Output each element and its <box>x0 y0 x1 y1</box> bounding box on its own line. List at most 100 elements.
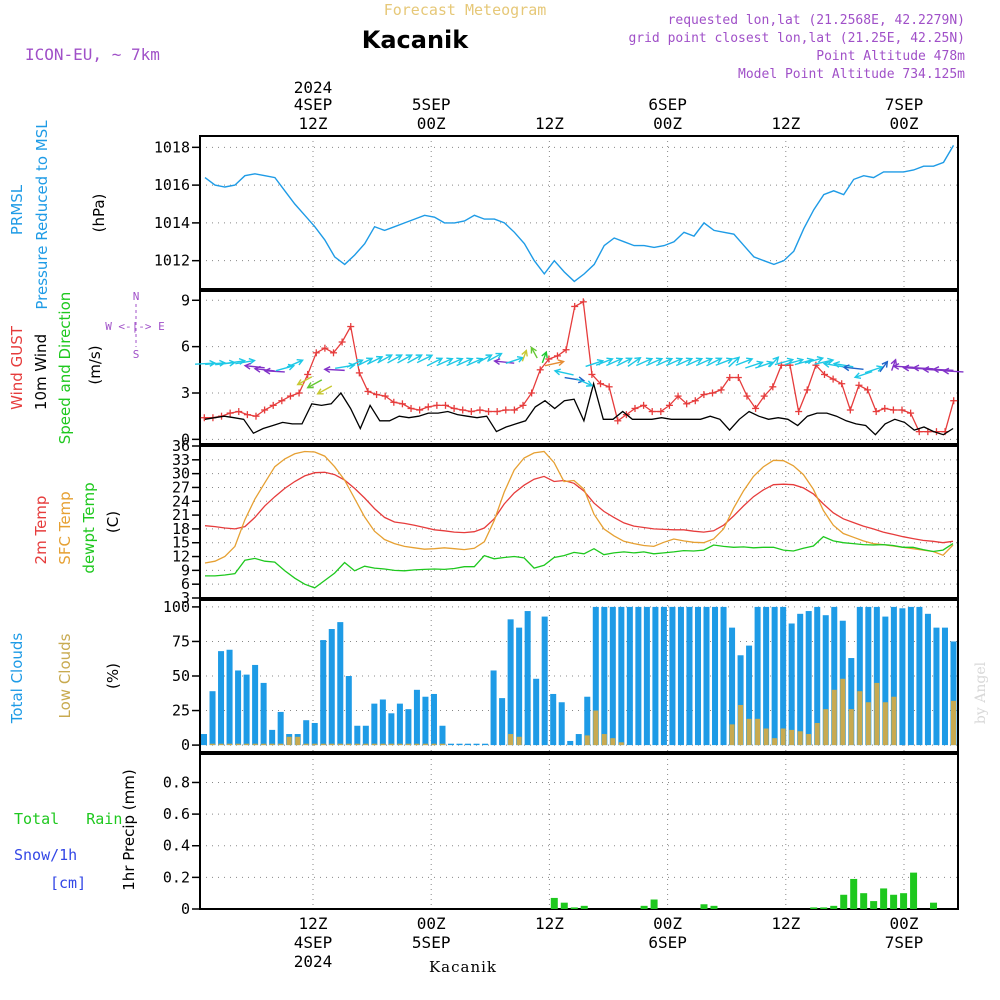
rain-bar <box>550 897 558 909</box>
cloud-unit: (%) <box>104 663 122 689</box>
temp-unit: (C) <box>104 511 122 533</box>
wind-arrow-head <box>853 372 862 380</box>
rain-bar <box>810 907 818 909</box>
total-cloud-bar <box>439 725 446 746</box>
total-cloud-bar <box>592 606 599 746</box>
y-tick-label: 6 <box>181 338 190 356</box>
wind-arrow <box>323 366 345 374</box>
wind-arrow <box>286 358 304 368</box>
wind-arrow-shaft <box>715 358 733 366</box>
panel-clouds: 0 25 50 75 100 <box>163 598 959 754</box>
wind-arrow-head <box>577 376 586 384</box>
wind-arrow <box>695 357 714 367</box>
gust-line <box>204 300 955 433</box>
wind-arrow-head <box>287 363 296 371</box>
wind-arrow-shaft <box>324 368 345 372</box>
wind-arrow-shaft <box>864 366 883 374</box>
wind-arrow <box>521 349 528 362</box>
total-cloud-bar <box>558 702 565 746</box>
total-cloud-bar <box>788 623 795 746</box>
wind-arrow-shaft <box>706 357 722 367</box>
footer-location: Kacanik <box>429 958 497 976</box>
wind-arrow-shaft <box>205 362 225 366</box>
total-cloud-bar <box>447 743 455 746</box>
time-bottom-date: 7SEP <box>885 933 924 952</box>
wind-arrow <box>715 357 734 366</box>
total-cloud-bar <box>465 743 472 746</box>
total-cloud-bar <box>907 606 914 746</box>
y-tick-label: 18 <box>172 520 190 538</box>
wind-arrow <box>794 357 815 366</box>
wind-arrow-head <box>521 349 528 357</box>
panels-group: 1012101410161018036936912151821242730333… <box>154 135 964 918</box>
wind-arrow-shaft <box>494 360 515 364</box>
wind-arrow-head <box>942 367 950 375</box>
wind-arrow-head <box>766 360 774 368</box>
wind-arrow-head <box>675 357 684 364</box>
wind-arrow <box>316 385 333 395</box>
wind-arrow-head <box>655 357 664 364</box>
time-bottom-hour: 12Z <box>771 914 800 933</box>
wind-arrow <box>685 357 704 367</box>
rain-bar <box>570 907 578 909</box>
wind-arrow <box>544 359 566 367</box>
wind-arrow-head <box>822 360 831 368</box>
y-tick-label: 12 <box>172 548 190 566</box>
wind-arrow <box>397 354 413 364</box>
rain-bar <box>870 901 878 909</box>
wind-arrow <box>346 358 364 368</box>
pressure-labels: PRMSL Pressure Reduced to MSL (hPa) <box>8 120 108 310</box>
y-tick-label: 30 <box>172 465 190 483</box>
wind-arrow <box>493 358 515 366</box>
wind-arrow-head <box>219 359 227 367</box>
low-cloud-bar <box>831 689 837 746</box>
time-top-date: 4SEP <box>294 95 333 114</box>
y-tick-label: 1014 <box>154 214 190 232</box>
low-cloud-bar <box>414 743 420 746</box>
wind-arrow <box>768 356 780 368</box>
rain-bar <box>700 904 708 909</box>
total-cloud-bar <box>226 649 233 746</box>
wind-arrow-head <box>715 357 723 364</box>
wind-arrow-shaft <box>317 385 333 395</box>
total-cloud-bar <box>780 606 787 746</box>
y-tick-label: 0.8 <box>163 773 190 791</box>
total-cloud-bar <box>720 606 727 746</box>
rain-bar <box>910 872 918 909</box>
wind-arrow-head <box>385 354 393 361</box>
wind-arrow-shaft <box>505 357 524 365</box>
dewpoint-line <box>205 535 954 589</box>
wind-arrow-head <box>553 368 561 376</box>
wind-arrow <box>774 357 795 366</box>
point-altitude: Point Altitude 478m <box>816 49 965 64</box>
low-cloud-bar <box>891 696 897 746</box>
wind-arrow <box>784 357 805 366</box>
wind-arrow-head <box>316 388 324 395</box>
total-cloud-bar <box>771 606 778 746</box>
wind-arrow-head <box>356 358 364 366</box>
wind-arrow <box>235 357 256 365</box>
wind-arrow-shaft <box>225 360 245 365</box>
total-cloud-bar <box>575 734 582 746</box>
wind-arrow-head <box>842 364 850 372</box>
wind-arrow <box>755 360 774 369</box>
time-bottom-hour: 12Z <box>535 914 564 933</box>
rain-bar <box>560 902 568 909</box>
y-tick-label: 75 <box>172 632 190 650</box>
low-cloud-bar <box>848 709 854 746</box>
total-cloud-bar <box>890 606 897 746</box>
low-cloud-bar <box>218 743 224 746</box>
wind-arrow-head <box>306 382 314 389</box>
wind-arrow-head <box>902 364 910 372</box>
wind-arrow <box>564 376 586 384</box>
wind-arrow <box>487 352 503 362</box>
total-cloud-bar <box>405 709 412 746</box>
wind-arrow-shaft <box>356 357 373 367</box>
wind-arrow-shaft <box>616 357 632 367</box>
temp-label-sfc: SFC Temp <box>56 491 74 564</box>
total-cloud-bar <box>260 682 267 746</box>
wind-arrow <box>377 354 393 364</box>
panel-frame <box>199 135 959 290</box>
wind-arrow-head <box>348 362 356 370</box>
rain-bar <box>640 905 648 909</box>
